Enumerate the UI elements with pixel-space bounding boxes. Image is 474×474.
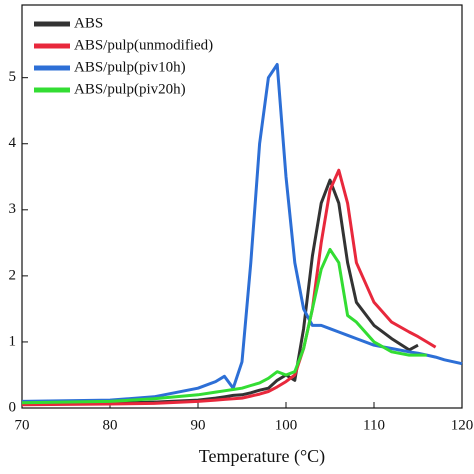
x-tick-label: 120 — [451, 417, 474, 433]
y-tick-label: 5 — [9, 69, 17, 85]
legend-label: ABS/pulp(piv10h) — [74, 59, 186, 75]
legend-label: ABS/pulp(piv20h) — [74, 81, 186, 97]
series-line — [21, 247, 427, 405]
x-tick-label: 70 — [15, 417, 30, 433]
series-line — [21, 63, 463, 403]
y-tick-label: 4 — [9, 135, 17, 151]
y-tick-label: 1 — [9, 333, 17, 349]
series-line — [21, 178, 419, 406]
y-tick-label: 2 — [9, 267, 17, 283]
y-tick-label: 0 — [9, 399, 17, 415]
y-tick-label: 3 — [9, 201, 17, 217]
x-tick-label: 80 — [103, 417, 118, 433]
x-tick-label: 110 — [363, 417, 385, 433]
legend-label: ABS/pulp(unmodified) — [74, 37, 213, 53]
x-axis-label: Temperature (°C) — [199, 446, 325, 467]
x-tick-label: 90 — [191, 417, 206, 433]
legend-label: ABS — [74, 15, 103, 31]
plot-frame — [21, 4, 463, 409]
x-tick-label: 100 — [275, 417, 298, 433]
series-line — [21, 168, 437, 407]
